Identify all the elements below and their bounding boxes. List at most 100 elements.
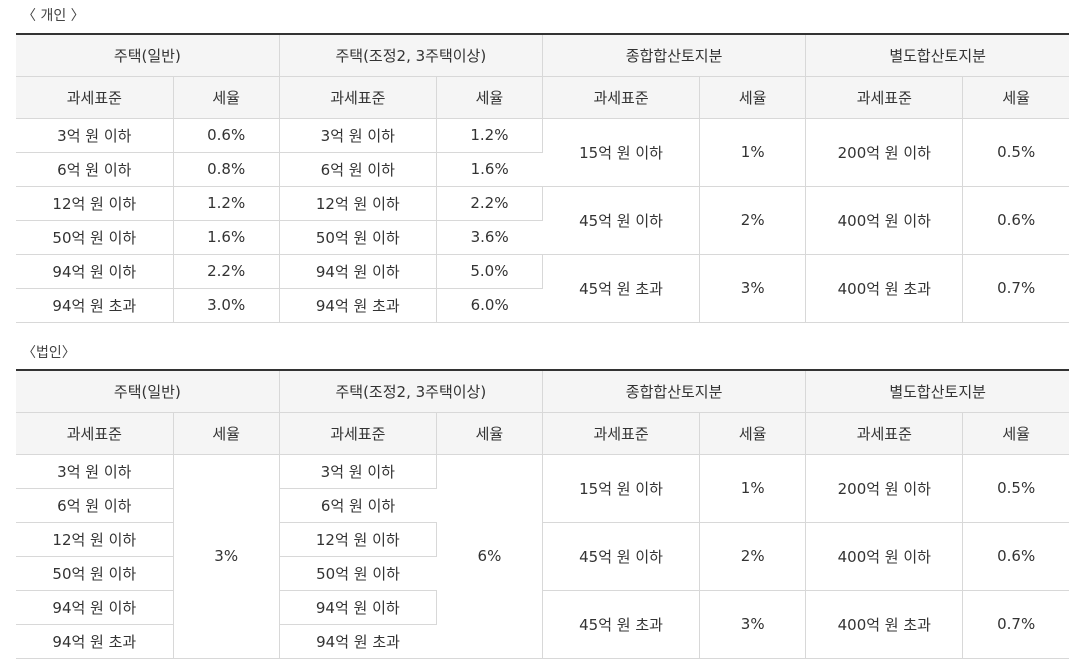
tax-base-cell: 94억 원 초과 bbox=[16, 288, 174, 323]
header-separate-land: 별도합산토지분 bbox=[805, 33, 1069, 77]
header-rate: 세율 bbox=[699, 412, 807, 455]
corporate-tax-rate-table: 주택(일반) 주택(조정2, 3주택이상) 종합합산토지분 별도합산토지분 과세… bbox=[16, 369, 1069, 659]
rate-cell: 0.7% bbox=[962, 254, 1069, 323]
tax-base-cell: 3억 원 이하 bbox=[16, 454, 174, 489]
tax-base-cell: 45억 원 이하 bbox=[542, 522, 701, 591]
tax-base-cell: 6억 원 이하 bbox=[16, 152, 174, 187]
tax-base-cell: 12억 원 이하 bbox=[16, 522, 174, 557]
table-row: 6억 원 이하 0.8% 6억 원 이하 1.6% bbox=[16, 152, 1069, 187]
tax-base-cell: 45억 원 이하 bbox=[542, 186, 701, 255]
header-comprehensive-land: 종합합산토지분 bbox=[542, 369, 807, 413]
table-header-row: 주택(일반) 주택(조정2, 3주택이상) 종합합산토지분 별도합산토지분 bbox=[16, 369, 1069, 413]
tax-base-cell: 94억 원 이하 bbox=[16, 590, 174, 625]
rate-cell: 0.6% bbox=[962, 186, 1069, 255]
header-housing-general: 주택(일반) bbox=[16, 369, 280, 413]
table-row: 94억 원 초과 94억 원 초과 bbox=[16, 624, 1069, 659]
tax-base-cell: 3억 원 이하 bbox=[279, 118, 437, 153]
header-rate: 세율 bbox=[173, 412, 280, 455]
tax-base-cell: 94억 원 이하 bbox=[279, 254, 437, 289]
header-housing-general: 주택(일반) bbox=[16, 33, 280, 77]
table-row: 12억 원 이하 1.2% 12억 원 이하 2.2% 45억 원 이하 2% … bbox=[16, 186, 1069, 255]
tax-base-cell: 94억 원 초과 bbox=[279, 288, 437, 323]
rate-cell: 3% bbox=[699, 254, 807, 323]
table-row: 94억 원 이하 94억 원 이하 45억 원 초과 3% 400억 원 초과 … bbox=[16, 590, 1069, 659]
header-housing-adjusted: 주택(조정2, 3주택이상) bbox=[279, 369, 543, 413]
header-tax-base: 과세표준 bbox=[805, 412, 964, 455]
header-rate: 세율 bbox=[699, 76, 807, 119]
rate-cell: 6.0% bbox=[436, 288, 543, 323]
tax-base-cell: 400억 원 초과 bbox=[805, 590, 964, 659]
tax-base-cell: 12억 원 이하 bbox=[16, 186, 174, 221]
header-housing-adjusted: 주택(조정2, 3주택이상) bbox=[279, 33, 543, 77]
tax-base-cell: 200억 원 이하 bbox=[805, 118, 964, 187]
tax-base-cell: 400억 원 이하 bbox=[805, 186, 964, 255]
tax-base-cell: 94억 원 초과 bbox=[16, 624, 174, 659]
rate-cell: 0.8% bbox=[173, 152, 280, 187]
header-tax-base: 과세표준 bbox=[16, 412, 174, 455]
header-separate-land: 별도합산토지분 bbox=[805, 369, 1069, 413]
rate-cell: 3.0% bbox=[173, 288, 280, 323]
tax-base-cell: 6억 원 이하 bbox=[279, 488, 437, 523]
tax-base-cell: 400억 원 이하 bbox=[805, 522, 964, 591]
rate-cell: 3% bbox=[699, 590, 807, 659]
rate-cell: 0.7% bbox=[962, 590, 1069, 659]
header-tax-base: 과세표준 bbox=[16, 76, 174, 119]
table-row: 3억 원 이하 3% 3억 원 이하 6% 15억 원 이하 1% 200억 원… bbox=[16, 454, 1069, 659]
tax-base-cell: 15억 원 이하 bbox=[542, 454, 701, 523]
header-tax-base: 과세표준 bbox=[542, 76, 701, 119]
header-rate: 세율 bbox=[436, 76, 543, 119]
tax-base-cell: 45억 원 초과 bbox=[542, 590, 701, 659]
header-tax-base: 과세표준 bbox=[279, 412, 437, 455]
rate-cell: 1% bbox=[699, 454, 807, 523]
individual-section-title: 〈 개인 〉 bbox=[22, 8, 85, 24]
header-rate: 세율 bbox=[173, 76, 280, 119]
header-rate: 세율 bbox=[962, 412, 1069, 455]
tax-base-cell: 94억 원 초과 bbox=[279, 624, 437, 659]
header-rate: 세율 bbox=[436, 412, 543, 455]
tax-base-cell: 3억 원 이하 bbox=[279, 454, 437, 489]
rate-cell: 0.6% bbox=[962, 522, 1069, 591]
rate-cell: 0.6% bbox=[173, 118, 280, 153]
rate-cell: 1.2% bbox=[436, 118, 543, 153]
rate-cell: 1.6% bbox=[436, 152, 543, 187]
rate-cell: 6% bbox=[436, 454, 543, 659]
header-tax-base: 과세표준 bbox=[805, 76, 964, 119]
rate-cell: 1.6% bbox=[173, 220, 280, 255]
tax-base-cell: 15억 원 이하 bbox=[542, 118, 701, 187]
table-row: 6억 원 이하 6억 원 이하 bbox=[16, 488, 1069, 523]
rate-cell: 3.6% bbox=[436, 220, 543, 255]
tax-base-cell: 200억 원 이하 bbox=[805, 454, 964, 523]
rate-cell: 0.5% bbox=[962, 454, 1069, 523]
rate-cell: 2% bbox=[699, 522, 807, 591]
header-tax-base: 과세표준 bbox=[279, 76, 437, 119]
rate-cell: 1% bbox=[699, 118, 807, 187]
tax-base-cell: 6억 원 이하 bbox=[279, 152, 437, 187]
table-row: 50억 원 이하 50억 원 이하 bbox=[16, 556, 1069, 591]
rate-cell: 0.5% bbox=[962, 118, 1069, 187]
tax-base-cell: 50억 원 이하 bbox=[279, 220, 437, 255]
rate-cell: 2% bbox=[699, 186, 807, 255]
header-tax-base: 과세표준 bbox=[542, 412, 701, 455]
tax-base-cell: 3억 원 이하 bbox=[16, 118, 174, 153]
header-comprehensive-land: 종합합산토지분 bbox=[542, 33, 807, 77]
table-header-row: 주택(일반) 주택(조정2, 3주택이상) 종합합산토지분 별도합산토지분 bbox=[16, 33, 1069, 77]
corporate-section-title: 〈법인〉 bbox=[22, 345, 76, 361]
tax-base-cell: 50억 원 이하 bbox=[16, 220, 174, 255]
rate-cell: 2.2% bbox=[436, 186, 543, 221]
tax-base-cell: 94억 원 이하 bbox=[16, 254, 174, 289]
table-row: 12억 원 이하 12억 원 이하 45억 원 이하 2% 400억 원 이하 … bbox=[16, 522, 1069, 591]
table-subheader-row: 과세표준 세율 과세표준 세율 과세표준 세율 과세표준 세율 bbox=[16, 412, 1069, 455]
individual-tax-rate-table: 주택(일반) 주택(조정2, 3주택이상) 종합합산토지분 별도합산토지분 과세… bbox=[16, 33, 1069, 323]
tax-base-cell: 50억 원 이하 bbox=[16, 556, 174, 591]
tax-base-cell: 400억 원 초과 bbox=[805, 254, 964, 323]
tax-base-cell: 45억 원 초과 bbox=[542, 254, 701, 323]
header-rate: 세율 bbox=[962, 76, 1069, 119]
tax-base-cell: 50억 원 이하 bbox=[279, 556, 437, 591]
tax-base-cell: 94억 원 이하 bbox=[279, 590, 437, 625]
tax-base-cell: 12억 원 이하 bbox=[279, 186, 437, 221]
table-row: 94억 원 이하 2.2% 94억 원 이하 5.0% 45억 원 초과 3% … bbox=[16, 254, 1069, 323]
rate-cell: 2.2% bbox=[173, 254, 280, 289]
table-subheader-row: 과세표준 세율 과세표준 세율 과세표준 세율 과세표준 세율 bbox=[16, 76, 1069, 119]
rate-cell: 3% bbox=[173, 454, 280, 659]
table-row: 94억 원 초과 3.0% 94억 원 초과 6.0% bbox=[16, 288, 1069, 323]
